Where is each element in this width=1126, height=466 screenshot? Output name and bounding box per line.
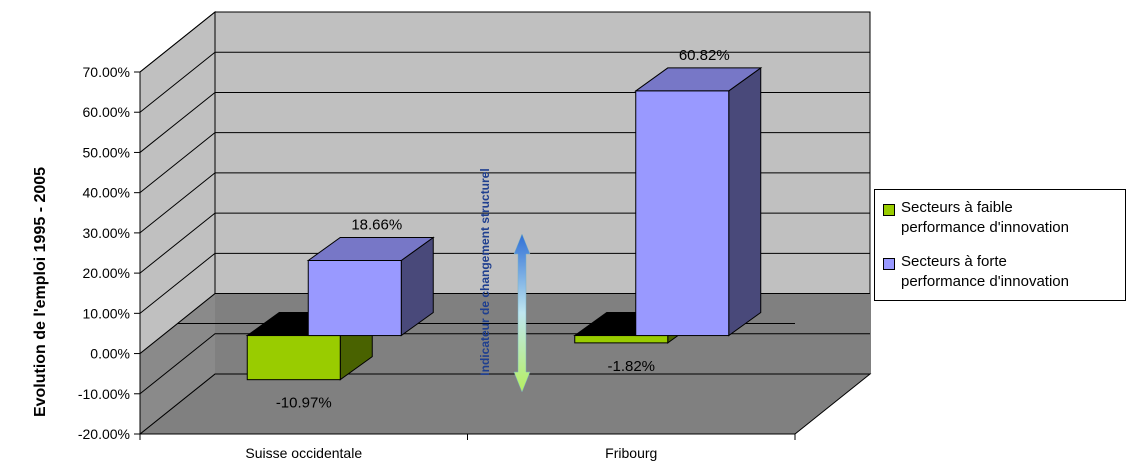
bar-front <box>636 91 729 336</box>
floor <box>140 374 870 434</box>
y-tick-label: 10.00% <box>83 305 130 321</box>
y-tick-label: -10.00% <box>78 386 130 402</box>
data-label: 60.82% <box>679 47 730 64</box>
bar-side <box>729 68 761 336</box>
y-tick-label: -20.00% <box>78 426 130 442</box>
y-tick-label: 20.00% <box>83 265 130 281</box>
data-label: -10.97% <box>276 395 332 412</box>
legend: Secteurs à faible performance d'innovati… <box>874 189 1126 301</box>
y-tick-label: 50.00% <box>83 144 130 160</box>
y-tick-label: 60.00% <box>83 104 130 120</box>
bar-front <box>575 336 668 343</box>
y-tick-label: 0.00% <box>90 346 130 362</box>
x-category-label: Fribourg <box>605 445 657 461</box>
bar-front <box>247 336 340 380</box>
indicator-label: Indicateur de changement structurel <box>478 168 492 375</box>
y-axis-title: Evolution de l'emploi 1995 - 2005 <box>32 167 49 417</box>
bar-high-0 <box>308 238 433 336</box>
bar-high-1 <box>636 68 761 336</box>
legend-label: Secteurs à forte performance d'innovatio… <box>901 252 1069 292</box>
x-category-label: Suisse occidentale <box>245 445 362 461</box>
legend-swatch-high <box>883 258 895 270</box>
x-axis-categories: Suisse occidentale Fribourg <box>245 445 657 461</box>
y-tick-label: 40.00% <box>83 185 130 201</box>
y-tick-label: 70.00% <box>83 64 130 80</box>
legend-label: Secteurs à faible performance d'innovati… <box>901 198 1069 238</box>
data-label: 18.66% <box>351 217 402 234</box>
legend-swatch-low <box>883 204 895 216</box>
y-tick-label: 30.00% <box>83 225 130 241</box>
data-label: -1.82% <box>607 358 655 375</box>
bar-front <box>308 261 401 336</box>
